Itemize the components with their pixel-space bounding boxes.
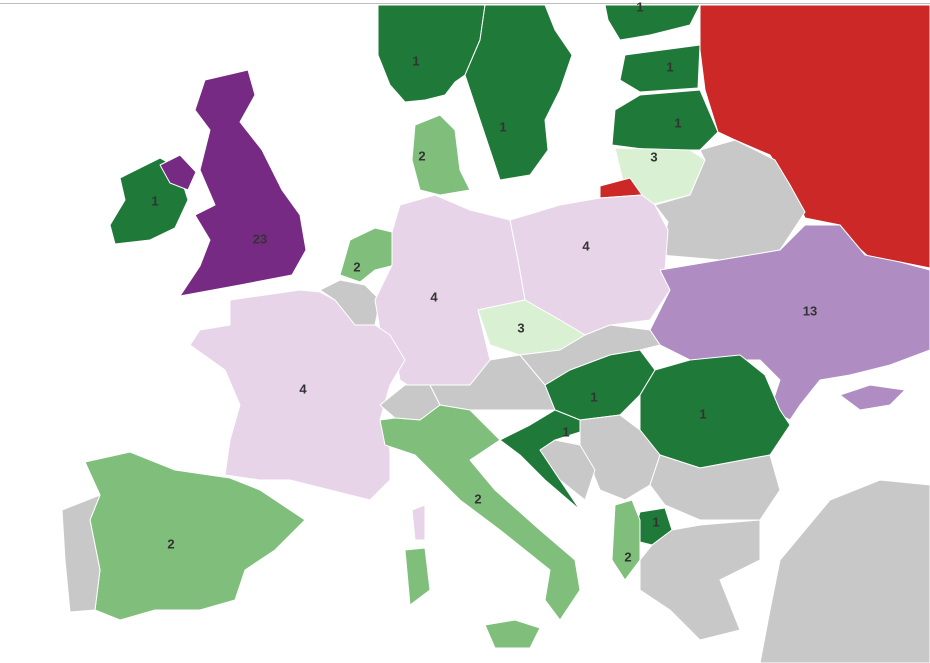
region-label-germany: 4 [430,289,438,304]
region-russia[interactable] [699,4,930,269]
top-border [0,3,930,4]
region-turkey[interactable] [759,479,930,663]
region-latvia[interactable] [611,89,719,151]
region-label-albania: 2 [624,549,631,564]
region-label-estonia: 1 [666,59,673,74]
region-ukraine[interactable] [649,224,930,421]
region-label-united-kingdom: 23 [253,231,267,246]
region-france[interactable] [189,289,406,501]
region-label-poland: 4 [582,238,590,253]
region-northern-ireland[interactable] [159,154,197,191]
region-label-ukraine: 13 [803,303,817,318]
region-label-france: 4 [299,381,307,396]
region-sweden[interactable] [464,4,573,181]
region-italy[interactable] [379,404,581,621]
region-finland[interactable] [604,4,701,41]
region-label-ireland: 1 [151,193,158,208]
region-label-norway: 1 [412,53,419,68]
region-label-croatia: 1 [562,424,569,439]
region-albania[interactable] [611,499,641,581]
region-label-denmark: 2 [418,148,425,163]
region-denmark[interactable] [411,114,471,196]
region-label-romania: 1 [699,406,706,421]
region-corsica[interactable] [411,504,426,541]
region-label-spain: 2 [167,536,174,551]
region-label-finland: 1 [636,0,643,14]
region-sicily[interactable] [484,619,541,649]
region-label-hungary: 1 [590,389,597,404]
region-label-czechia: 3 [517,320,524,335]
region-netherlands[interactable] [339,227,396,283]
region-crimea[interactable] [839,384,906,411]
region-romania[interactable] [639,354,791,469]
region-label-netherlands: 2 [353,259,360,274]
region-greece[interactable] [639,519,761,641]
region-portugal[interactable] [61,494,101,613]
region-label-sweden: 1 [499,119,506,134]
region-sardinia[interactable] [404,547,431,606]
region-label-italy: 2 [474,491,481,506]
region-label-latvia: 1 [674,115,681,130]
region-bulgaria[interactable] [649,454,781,521]
region-label-north-macedonia: 1 [652,514,659,529]
region-united-kingdom[interactable] [179,69,307,297]
region-estonia[interactable] [619,44,701,93]
region-bosnia[interactable] [539,439,596,501]
region-label-lithuania: 3 [650,149,657,164]
